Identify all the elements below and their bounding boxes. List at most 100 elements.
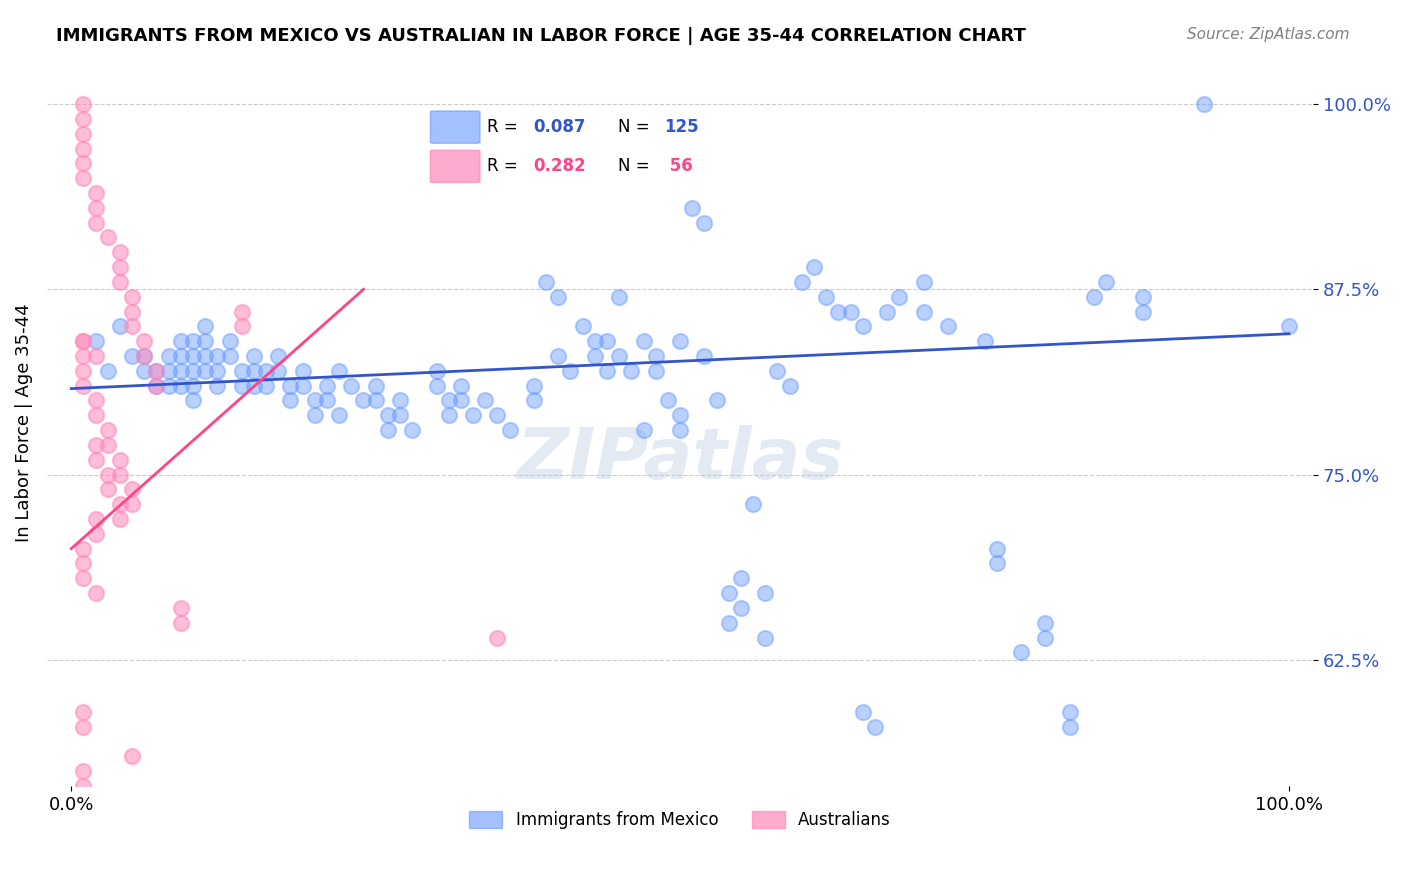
Point xyxy=(803,260,825,274)
Point xyxy=(876,304,898,318)
Point xyxy=(121,319,143,334)
Point xyxy=(633,334,655,348)
Point xyxy=(72,156,94,170)
Point xyxy=(72,764,94,778)
Point xyxy=(72,364,94,378)
Point xyxy=(377,423,399,437)
Point xyxy=(121,749,143,764)
Point xyxy=(145,378,167,392)
Point xyxy=(97,467,120,482)
Point xyxy=(121,497,143,511)
Point xyxy=(1059,705,1081,719)
Point xyxy=(267,349,290,363)
Point xyxy=(181,378,204,392)
Point xyxy=(669,409,692,423)
Point xyxy=(134,334,156,348)
Point xyxy=(72,112,94,126)
Legend: Immigrants from Mexico, Australians: Immigrants from Mexico, Australians xyxy=(463,804,898,836)
Point xyxy=(328,409,350,423)
Point xyxy=(912,304,935,318)
Point xyxy=(425,378,447,392)
Point xyxy=(534,275,557,289)
Point xyxy=(291,364,314,378)
Point xyxy=(72,541,94,556)
Point xyxy=(157,349,180,363)
Point xyxy=(194,364,217,378)
Point xyxy=(72,334,94,348)
Point xyxy=(583,334,606,348)
Point xyxy=(121,349,143,363)
Point xyxy=(181,364,204,378)
Point xyxy=(72,719,94,733)
Point xyxy=(72,97,94,112)
Point xyxy=(207,378,229,392)
Point xyxy=(108,497,131,511)
Point xyxy=(461,409,484,423)
Point xyxy=(84,512,107,526)
Point xyxy=(108,452,131,467)
Point xyxy=(766,364,789,378)
Point xyxy=(72,779,94,793)
Point xyxy=(231,319,253,334)
Point xyxy=(498,423,520,437)
Point xyxy=(170,378,193,392)
Point xyxy=(547,290,569,304)
Point xyxy=(401,423,423,437)
Point xyxy=(84,452,107,467)
Point xyxy=(181,393,204,408)
Point xyxy=(486,409,509,423)
Point xyxy=(644,364,666,378)
Point xyxy=(474,393,496,408)
Point xyxy=(170,334,193,348)
Point xyxy=(754,586,776,600)
Point xyxy=(779,378,801,392)
Point xyxy=(243,364,266,378)
Point xyxy=(108,467,131,482)
Point xyxy=(72,127,94,141)
Point xyxy=(157,378,180,392)
Point xyxy=(157,364,180,378)
Point xyxy=(1035,631,1057,645)
Point xyxy=(181,334,204,348)
Point xyxy=(607,290,630,304)
Point xyxy=(84,438,107,452)
Point xyxy=(108,260,131,274)
Point xyxy=(97,364,120,378)
Point xyxy=(170,615,193,630)
Point xyxy=(72,571,94,585)
Point xyxy=(108,319,131,334)
Point xyxy=(973,334,995,348)
Point xyxy=(72,378,94,392)
Point xyxy=(134,349,156,363)
Point xyxy=(121,304,143,318)
Point xyxy=(181,349,204,363)
Point xyxy=(1132,304,1154,318)
Point xyxy=(912,275,935,289)
Point xyxy=(254,378,277,392)
Point xyxy=(547,349,569,363)
Point xyxy=(889,290,911,304)
Point xyxy=(815,290,838,304)
Point xyxy=(194,334,217,348)
Point xyxy=(681,201,703,215)
Point xyxy=(207,349,229,363)
Point xyxy=(254,364,277,378)
Point xyxy=(583,349,606,363)
Point xyxy=(170,349,193,363)
Point xyxy=(304,409,326,423)
Point xyxy=(231,378,253,392)
Point xyxy=(243,378,266,392)
Point xyxy=(121,290,143,304)
Point xyxy=(839,304,862,318)
Point xyxy=(596,334,619,348)
Point xyxy=(72,171,94,186)
Point xyxy=(450,378,472,392)
Point xyxy=(218,334,240,348)
Point xyxy=(730,601,752,615)
Point xyxy=(97,423,120,437)
Point xyxy=(607,349,630,363)
Point xyxy=(657,393,679,408)
Point xyxy=(316,378,339,392)
Point xyxy=(1010,645,1032,659)
Point xyxy=(1132,290,1154,304)
